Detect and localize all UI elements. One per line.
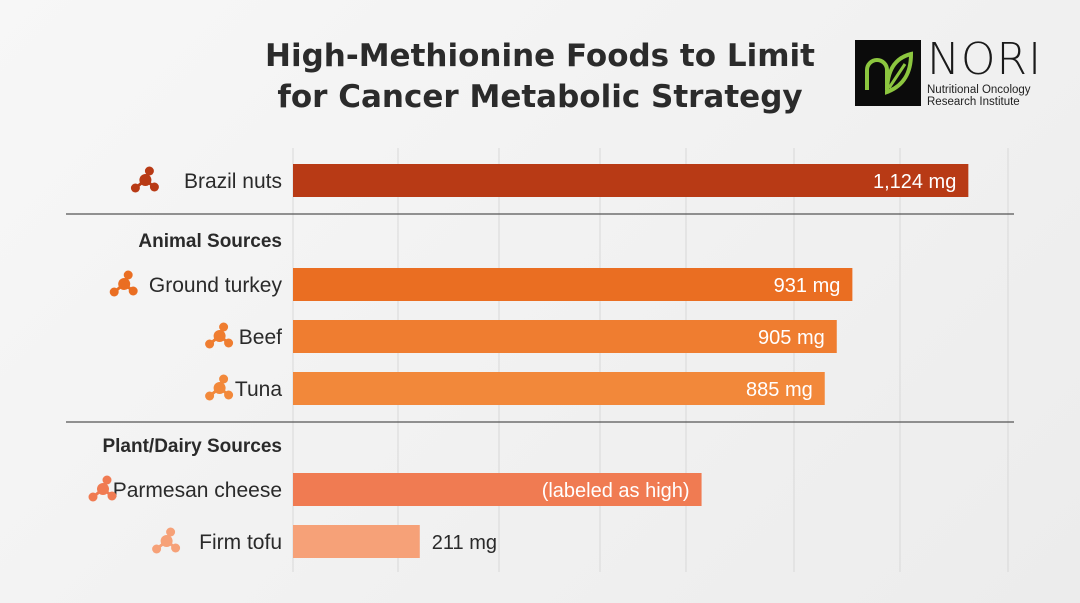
molecule-icon	[205, 374, 234, 401]
bar	[293, 473, 702, 506]
bar-row: Tuna 885 mg	[205, 372, 825, 405]
bar-label: Ground turkey	[149, 274, 283, 297]
logo-subtitle: Nutritional Oncology Research Institute	[927, 84, 1031, 108]
logo-subtitle-1: Nutritional Oncology	[927, 84, 1031, 96]
bar	[293, 164, 969, 197]
value-label: 931 mg	[774, 275, 841, 297]
bar-row: Brazil nuts 1,124 mg	[130, 164, 969, 197]
logo-subtitle-2: Research Institute	[927, 96, 1020, 108]
bar-label: Brazil nuts	[184, 170, 282, 193]
value-label: 885 mg	[746, 379, 813, 401]
bar-row: Firm tofu 211 mg	[152, 525, 497, 558]
value-label: 1,124 mg	[873, 171, 956, 193]
bar	[293, 320, 837, 353]
section-label: Animal Sources	[138, 231, 282, 252]
molecule-icon	[109, 270, 138, 297]
logo-name: NORI	[927, 34, 1043, 85]
bar	[293, 268, 853, 301]
value-label: 211 mg	[432, 532, 497, 554]
nori-logo: NORI Nutritional Oncology Research Instit…	[855, 34, 1055, 110]
bar-row: Beef 905 mg	[205, 320, 837, 353]
bar-row: Parmesan cheese (labeled as high)	[88, 473, 702, 506]
bar-label: Beef	[239, 326, 282, 349]
bar-row: Ground turkey 931 mg	[109, 268, 853, 301]
molecule-icon	[130, 166, 159, 193]
bar-label: Parmesan cheese	[113, 479, 282, 502]
chart-title: High-Methionine Foods to Limit for Cance…	[200, 36, 880, 118]
bar	[293, 372, 825, 405]
section-label: Plant/Dairy Sources	[102, 436, 282, 457]
value-label: 905 mg	[758, 327, 825, 349]
title-line-2: for Cancer Metabolic Strategy	[277, 79, 803, 115]
molecule-icon	[152, 527, 181, 554]
bar	[293, 525, 420, 558]
bar-label: Firm tofu	[199, 531, 282, 554]
value-label: (labeled as high)	[542, 480, 690, 502]
molecule-icon	[88, 475, 117, 502]
molecule-icon	[205, 322, 234, 349]
bar-label: Tuna	[235, 378, 282, 401]
leaf-icon	[855, 40, 921, 106]
title-line-1: High-Methionine Foods to Limit	[265, 38, 815, 74]
